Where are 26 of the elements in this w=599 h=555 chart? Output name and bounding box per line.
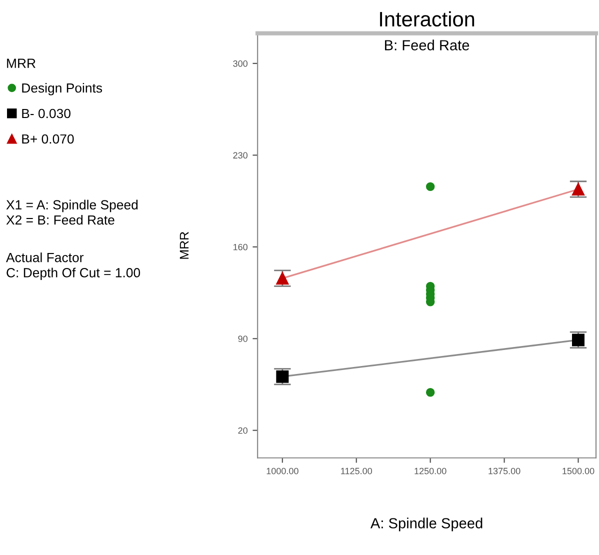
y-tick-label: 300: [233, 60, 248, 67]
point: [426, 388, 435, 397]
chart-subtitle: B: Feed Rate: [385, 40, 470, 50]
point: [276, 272, 289, 285]
y-tick-label: 160: [233, 244, 248, 250]
point: [426, 182, 435, 191]
x-tick-label: 1000.00: [266, 468, 298, 474]
text: X1 = A: Spindle Speed X2 = B: Feed Rate: [6, 200, 138, 225]
x-axis-title: A: Spindle Speed: [370, 518, 482, 532]
text: MRR: [7, 58, 36, 68]
point: [276, 370, 289, 383]
x-tick-label: 1500.00: [562, 468, 594, 474]
y-tick-label: 20: [238, 427, 248, 434]
y-tick-label: 90: [238, 336, 248, 342]
y-tick-label: 230: [233, 152, 248, 159]
legend-label: B- 0.030: [22, 108, 70, 118]
x-tick-label: 1250.00: [414, 468, 446, 474]
x-tick-label: 1375.00: [488, 468, 520, 474]
legend-label: Design Points: [22, 82, 102, 96]
y-axis-title: MRR: [180, 232, 189, 259]
x-tick-label: 1125.00: [341, 468, 372, 474]
point: [572, 182, 585, 196]
text: Actual Factor C: Depth Of Cut = 1.00: [6, 252, 140, 280]
chart-title: Interaction: [380, 11, 474, 27]
point: [572, 334, 585, 346]
legend-label: B+ 0.070: [22, 134, 74, 144]
